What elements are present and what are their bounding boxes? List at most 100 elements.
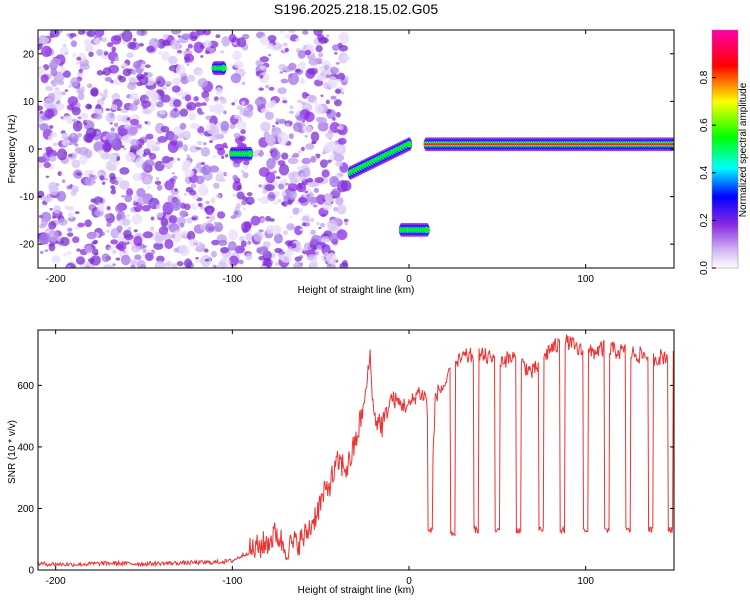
noise-blob [170, 39, 181, 50]
noise-blob [101, 253, 111, 263]
noise-blob [329, 154, 336, 162]
noise-blob [112, 263, 116, 267]
noise-blob [110, 104, 118, 111]
noise-blob [176, 49, 183, 54]
noise-blob [335, 62, 340, 65]
noise-blob [187, 43, 193, 49]
noise-blob [220, 246, 230, 254]
noise-blob [342, 259, 348, 267]
noise-blob [157, 136, 168, 143]
noise-blob [126, 213, 130, 218]
spectrogram-x-label: Height of straight line (km) [298, 285, 415, 296]
noise-blob [164, 81, 173, 86]
noise-blob [51, 79, 58, 87]
noise-blob [233, 132, 241, 139]
noise-blob [45, 175, 50, 178]
noise-blob [96, 48, 103, 56]
noise-blob [96, 69, 104, 76]
noise-blob [209, 105, 215, 113]
noise-blob [176, 157, 181, 161]
noise-blob [110, 185, 116, 190]
noise-blob [48, 185, 59, 196]
noise-blob [172, 77, 182, 85]
noise-blob [206, 220, 213, 224]
noise-blob [282, 230, 288, 236]
noise-blob [38, 123, 41, 127]
noise-blob [215, 99, 219, 102]
noise-blob [74, 211, 80, 215]
noise-blob [136, 81, 143, 87]
noise-blob [57, 171, 62, 177]
signal-mark [423, 227, 430, 233]
noise-blob [239, 235, 245, 242]
noise-blob [210, 196, 216, 203]
noise-blob [173, 107, 178, 112]
noise-blob [148, 152, 157, 160]
noise-blob [257, 246, 269, 255]
noise-blob [102, 141, 112, 153]
noise-blob [197, 125, 205, 134]
noise-blob [192, 35, 198, 39]
noise-blob [315, 153, 321, 158]
noise-blob [105, 108, 111, 111]
noise-blob [127, 124, 138, 137]
noise-blob [320, 222, 326, 228]
noise-blob [335, 171, 345, 178]
noise-blob [199, 132, 205, 136]
noise-blob [123, 147, 127, 151]
snr-plot-area [38, 330, 674, 570]
noise-blob [329, 177, 333, 181]
noise-blob [72, 52, 77, 58]
noise-blob [186, 230, 196, 241]
noise-blob [215, 194, 222, 198]
noise-blob [70, 190, 77, 196]
noise-blob [39, 122, 49, 132]
noise-blob [38, 43, 43, 47]
noise-blob [229, 123, 236, 129]
noise-blob [186, 74, 196, 82]
colorbar-tick-label: 0.8 [699, 70, 710, 84]
snr-series-line [38, 334, 674, 568]
noise-blob [210, 135, 219, 141]
noise-blob [156, 101, 164, 108]
noise-blob [156, 212, 164, 218]
noise-blob [44, 108, 55, 119]
noise-blob [333, 99, 342, 107]
noise-blob [208, 165, 220, 173]
noise-blob [127, 82, 137, 90]
noise-blob [66, 265, 72, 268]
noise-blob [304, 135, 309, 138]
noise-blob [242, 227, 249, 234]
noise-blob [289, 110, 294, 115]
noise-blob [145, 97, 150, 102]
noise-blob [322, 200, 332, 211]
noise-blob [236, 105, 243, 111]
noise-blob [243, 164, 249, 170]
noise-blob [123, 234, 134, 241]
noise-blob [115, 257, 121, 261]
noise-blob [56, 148, 68, 161]
noise-blob [104, 213, 111, 219]
noise-blob [78, 68, 84, 73]
x-tick-label: 100 [577, 274, 594, 285]
noise-blob [176, 260, 184, 267]
noise-blob [267, 191, 276, 202]
noise-blob [156, 80, 161, 84]
colorbar-tick-label: 0.2 [699, 213, 710, 227]
noise-blob [243, 221, 253, 229]
noise-blob [140, 63, 146, 70]
noise-blob [196, 241, 204, 250]
noise-blob [100, 152, 111, 160]
noise-blob [141, 161, 151, 172]
spectrogram-y-ticks: -20 -10 0 10 20 [20, 49, 674, 251]
noise-blob [318, 226, 322, 230]
noise-blob [223, 171, 227, 177]
noise-blob [164, 180, 175, 191]
noise-blob [297, 197, 308, 204]
noise-blob [99, 231, 106, 237]
noise-blob [193, 41, 204, 54]
noise-blob [157, 38, 166, 49]
noise-blob [287, 157, 299, 165]
noise-blob [275, 118, 280, 123]
noise-blob [304, 190, 309, 194]
